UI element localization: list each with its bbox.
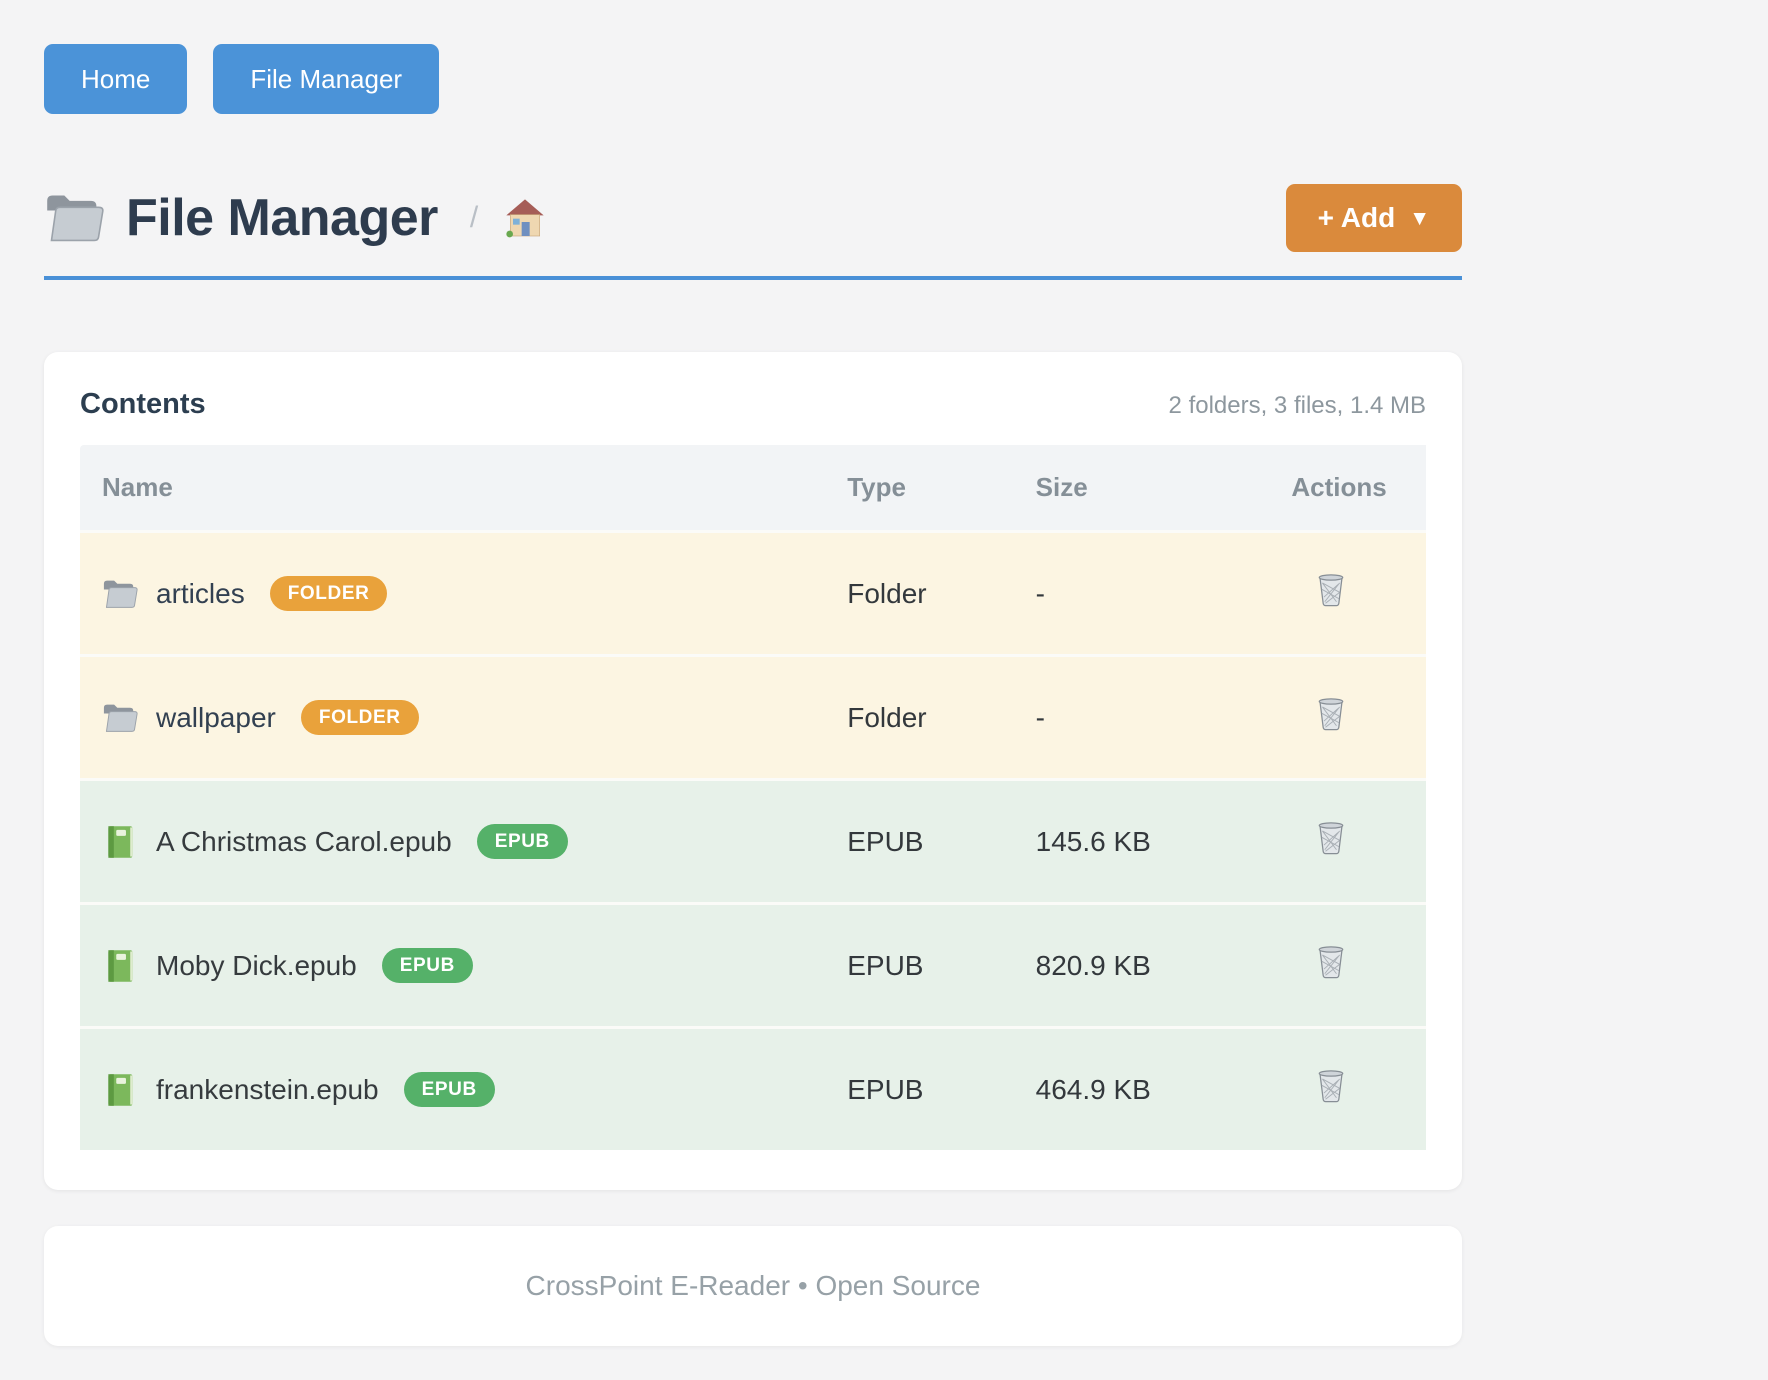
epub-badge: EPUB: [404, 1072, 495, 1107]
trash-icon: [1315, 820, 1347, 856]
size-cell: 464.9 KB: [1036, 1028, 1292, 1151]
size-cell: -: [1036, 532, 1292, 656]
folder-badge: FOLDER: [270, 576, 388, 611]
folder-name-link[interactable]: wallpaper: [156, 702, 276, 734]
file-name-link[interactable]: A Christmas Carol.epub: [156, 826, 452, 858]
table-row[interactable]: wallpaper FOLDER Folder -: [80, 656, 1426, 780]
folder-icon: [102, 577, 139, 611]
breadcrumb-separator: /: [470, 201, 478, 235]
page-header: File Manager / + Add ▼: [44, 184, 1462, 252]
trash-icon: [1315, 572, 1347, 608]
folder-icon: [44, 191, 106, 245]
trash-icon: [1315, 1068, 1347, 1104]
column-header-name: Name: [80, 445, 847, 532]
size-cell: 145.6 KB: [1036, 780, 1292, 904]
table-header-row: Name Type Size Actions: [80, 445, 1426, 532]
size-cell: 820.9 KB: [1036, 904, 1292, 1028]
book-icon: [102, 825, 139, 859]
card-title: Contents: [80, 388, 206, 421]
file-name-link[interactable]: frankenstein.epub: [156, 1074, 379, 1106]
contents-card: Contents 2 folders, 3 files, 1.4 MB Name…: [44, 352, 1462, 1190]
caret-down-icon: ▼: [1409, 208, 1430, 229]
delete-button[interactable]: [1315, 1068, 1347, 1104]
home-button[interactable]: Home: [44, 44, 187, 114]
file-name-link[interactable]: Moby Dick.epub: [156, 950, 357, 982]
add-button[interactable]: + Add ▼: [1286, 184, 1462, 252]
table-row[interactable]: frankenstein.epub EPUB EPUB 464.9 KB: [80, 1028, 1426, 1151]
page-title: File Manager: [126, 188, 438, 248]
book-icon: [102, 1073, 139, 1107]
footer-text: CrossPoint E-Reader • Open Source: [44, 1270, 1462, 1302]
breadcrumb-home-icon[interactable]: [504, 198, 546, 238]
book-icon: [102, 949, 139, 983]
folder-name-link[interactable]: articles: [156, 578, 245, 610]
type-cell: Folder: [847, 656, 1035, 780]
contents-summary: 2 folders, 3 files, 1.4 MB: [1169, 392, 1426, 420]
folder-icon: [102, 701, 139, 735]
page: Home File Manager File Manager / + Add ▼…: [44, 0, 1462, 1346]
folder-badge: FOLDER: [301, 700, 419, 735]
delete-button[interactable]: [1315, 820, 1347, 856]
column-header-type: Type: [847, 445, 1035, 532]
delete-button[interactable]: [1315, 572, 1347, 608]
add-button-label: + Add: [1318, 204, 1396, 232]
top-nav: Home File Manager: [44, 0, 1462, 114]
epub-badge: EPUB: [382, 948, 473, 983]
type-cell: EPUB: [847, 780, 1035, 904]
column-header-size: Size: [1036, 445, 1292, 532]
type-cell: EPUB: [847, 1028, 1035, 1151]
trash-icon: [1315, 696, 1347, 732]
file-manager-button[interactable]: File Manager: [213, 44, 439, 114]
table-row[interactable]: articles FOLDER Folder -: [80, 532, 1426, 656]
type-cell: Folder: [847, 532, 1035, 656]
epub-badge: EPUB: [477, 824, 568, 859]
type-cell: EPUB: [847, 904, 1035, 1028]
table-row[interactable]: Moby Dick.epub EPUB EPUB 820.9 KB: [80, 904, 1426, 1028]
delete-button[interactable]: [1315, 696, 1347, 732]
trash-icon: [1315, 944, 1347, 980]
delete-button[interactable]: [1315, 944, 1347, 980]
title-divider: [44, 276, 1462, 280]
footer: CrossPoint E-Reader • Open Source: [44, 1226, 1462, 1346]
size-cell: -: [1036, 656, 1292, 780]
file-table: Name Type Size Actions articles FOLDER F…: [80, 445, 1426, 1150]
table-row[interactable]: A Christmas Carol.epub EPUB EPUB 145.6 K…: [80, 780, 1426, 904]
column-header-actions: Actions: [1291, 445, 1426, 532]
